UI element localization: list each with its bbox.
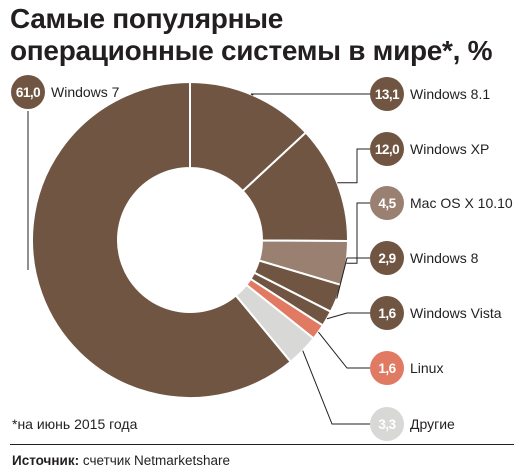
- badge-value-windows-xp: 12,0: [375, 142, 399, 157]
- badge-value-windows-7: 61,0: [16, 85, 40, 100]
- label-windows-vista: Windows Vista: [410, 305, 502, 321]
- badge-value-другие: 3,3: [378, 417, 396, 432]
- leader-lines: [27, 93, 372, 425]
- leader-windows-8-1: [250, 93, 372, 96]
- leader-mac-os-x-10-10: [346, 202, 372, 264]
- slice-windows-7: [31, 80, 293, 399]
- divider: [10, 444, 514, 445]
- slice-другие: [234, 283, 316, 364]
- badge-windows-xp: [370, 132, 404, 166]
- footnote: *на июнь 2015 года: [12, 416, 138, 432]
- source-line: Источник: счетчик Netmarketshare: [12, 453, 230, 468]
- source-label: Источник:: [12, 453, 80, 468]
- badge-mac-os-x-10-10: [370, 186, 404, 220]
- badge-windows-7: [11, 75, 45, 109]
- title-line-2: операционные системы в мире*, %: [10, 35, 493, 66]
- label-другие: Другие: [410, 416, 455, 432]
- callouts: 61,0 Windows 7 13,1 Windows 8.1 12,0 Windows …: [11, 75, 513, 441]
- badge-value-windows-8-1: 13,1: [375, 87, 400, 102]
- badge-windows-vista: [370, 296, 404, 330]
- leader-linux: [318, 331, 372, 369]
- badge-value-windows-vista: 1,6: [378, 306, 396, 321]
- label-windows-8-1: Windows 8.1: [410, 86, 490, 102]
- badge-value-mac-os-x-10-10: 4,5: [378, 196, 396, 211]
- leader-windows-xp: [337, 148, 372, 184]
- badge-value-linux: 1,6: [378, 361, 396, 376]
- label-mac-os-x-10-10: Mac OS X 10.10: [410, 195, 513, 211]
- title-line-1: Самые популярные: [10, 3, 284, 34]
- label-windows-xp: Windows XP: [410, 141, 489, 157]
- slices: [31, 80, 350, 399]
- chart-title: Самые популярные операционные системы в …: [10, 3, 510, 67]
- label-windows-7: Windows 7: [51, 84, 120, 100]
- leader-windows-vista: [326, 312, 372, 320]
- badge-value-windows-8: 2,9: [378, 251, 395, 266]
- badge-другие: [370, 407, 404, 441]
- source-text: счетчик Netmarketshare: [82, 453, 231, 468]
- badge-windows-8-1: [370, 77, 404, 111]
- leader-другие: [302, 350, 372, 425]
- badge-linux: [370, 351, 404, 385]
- label-windows-8: Windows 8: [410, 250, 479, 266]
- label-linux: Linux: [410, 360, 443, 376]
- leader-windows-8: [336, 257, 372, 299]
- badge-windows-8: [370, 241, 404, 275]
